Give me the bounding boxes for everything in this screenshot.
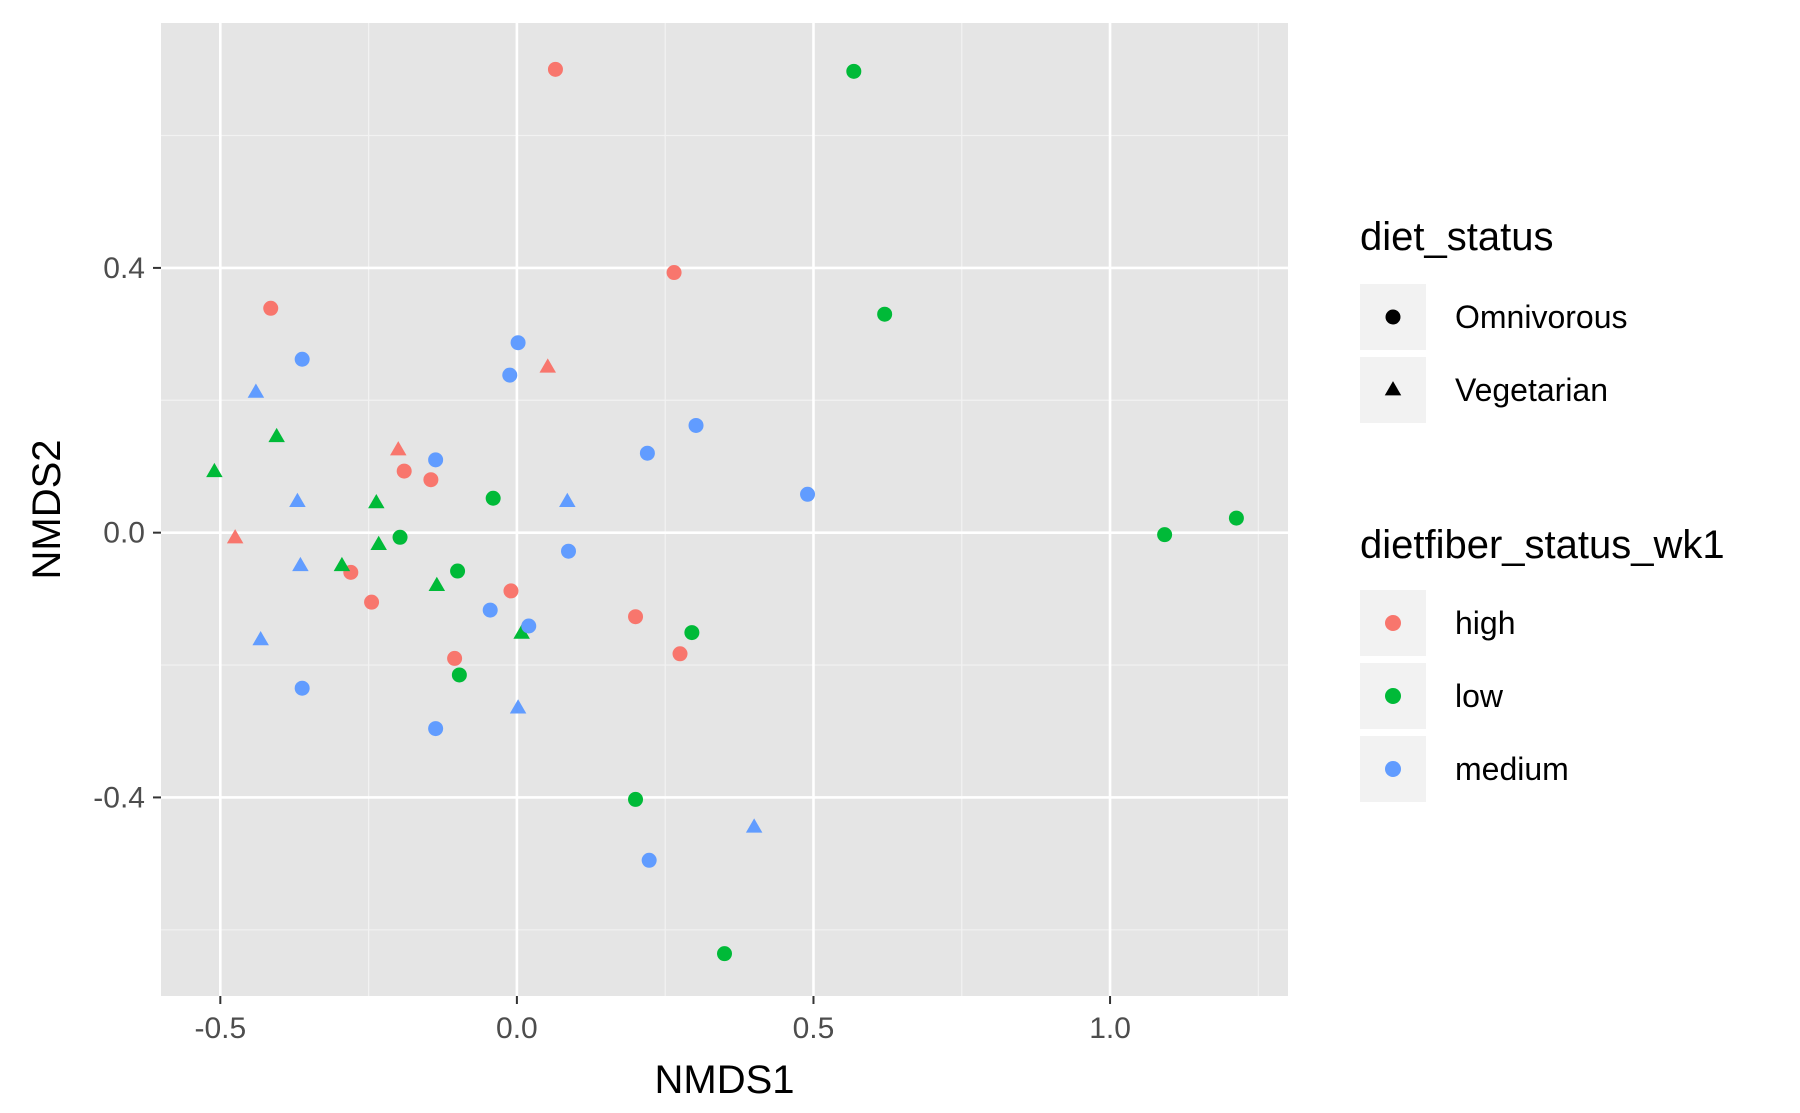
point-high-circle (364, 594, 380, 610)
point-high-circle (628, 609, 644, 625)
point-low-triangle (513, 624, 530, 639)
x-axis: -0.5 0.0 0.5 1.0 (194, 996, 1131, 1045)
legend-circle-icon (1385, 309, 1401, 325)
point-low-circle (392, 529, 408, 545)
legend-label-medium: medium (1455, 751, 1569, 787)
point-high-circle (396, 463, 412, 479)
legend-label-high: high (1455, 605, 1516, 641)
point-medium-circle (641, 852, 657, 868)
y-axis-title: NMDS2 (25, 439, 69, 579)
point-high-circle (547, 61, 563, 77)
legend-color-dot-low (1385, 688, 1401, 704)
point-high-circle (263, 300, 279, 316)
legend-diet-status: diet_status Omnivorous Vegetarian (1360, 215, 1628, 423)
point-medium-circle (560, 543, 576, 559)
y-tick-label: -0.4 (93, 781, 145, 814)
grid-minor (161, 23, 1288, 996)
legend-title-diet-status: diet_status (1360, 215, 1553, 259)
legend-label-omnivorous: Omnivorous (1455, 299, 1628, 335)
y-tick-label: 0.0 (103, 517, 145, 550)
data-points (206, 61, 1244, 962)
point-high-circle (666, 265, 682, 281)
point-low-circle (684, 625, 700, 641)
point-low-circle (628, 791, 644, 807)
point-low-circle (846, 63, 862, 79)
point-low-circle (877, 306, 893, 322)
point-medium-triangle (745, 818, 763, 833)
legend-triangle-icon (1384, 381, 1402, 396)
point-medium-triangle (252, 631, 269, 646)
point-medium-circle (428, 452, 444, 468)
x-tick-label: -0.5 (194, 1012, 246, 1045)
grid-major (161, 23, 1288, 996)
point-low-circle (450, 563, 466, 579)
legend-title-dietfiber-status: dietfiber_status_wk1 (1360, 523, 1725, 567)
point-high-circle (423, 472, 439, 488)
point-low-triangle (428, 576, 446, 592)
x-axis-title: NMDS1 (654, 1058, 794, 1102)
point-medium-circle (800, 486, 816, 502)
legend-color-dot-medium (1385, 761, 1401, 777)
y-axis: -0.4 0.0 0.4 (93, 252, 161, 814)
point-medium-triangle (559, 492, 576, 507)
point-low-triangle (206, 462, 223, 478)
point-high-triangle (390, 441, 407, 456)
point-low-triangle (333, 556, 351, 572)
point-low-triangle (368, 494, 385, 509)
point-low-triangle (268, 427, 285, 443)
y-tick-label: 0.4 (103, 252, 145, 285)
point-medium-circle (502, 367, 518, 383)
legend-dietfiber-status: dietfiber_status_wk1 high low medium (1360, 523, 1725, 802)
point-high-triangle (226, 529, 244, 544)
legend-color-dot-high (1385, 615, 1401, 631)
legend-label-vegetarian: Vegetarian (1455, 372, 1608, 408)
point-medium-triangle (509, 699, 527, 714)
legend-label-low: low (1455, 678, 1504, 714)
point-low-circle (717, 946, 732, 962)
point-medium-circle (639, 445, 655, 461)
point-low-circle (1157, 527, 1173, 543)
point-medium-circle (294, 680, 310, 696)
point-medium-triangle (247, 383, 265, 398)
point-low-triangle (370, 535, 387, 550)
point-medium-circle (294, 351, 310, 367)
point-low-circle (451, 667, 467, 683)
x-tick-label: 1.0 (1089, 1012, 1131, 1045)
point-low-circle (485, 490, 501, 506)
point-medium-circle (521, 618, 537, 634)
point-low-circle (1228, 510, 1244, 526)
point-high-triangle (539, 358, 556, 373)
point-medium-triangle (289, 492, 306, 507)
x-tick-label: 0.0 (496, 1012, 538, 1045)
point-medium-circle (510, 335, 526, 351)
point-high-circle (503, 583, 519, 599)
point-medium-circle (482, 602, 498, 618)
point-medium-triangle (292, 556, 309, 572)
point-medium-circle (688, 417, 704, 433)
point-high-circle (672, 646, 688, 662)
x-tick-label: 0.5 (793, 1012, 835, 1045)
point-medium-circle (428, 721, 444, 737)
point-high-circle (447, 650, 463, 666)
plot-panel (161, 23, 1288, 996)
